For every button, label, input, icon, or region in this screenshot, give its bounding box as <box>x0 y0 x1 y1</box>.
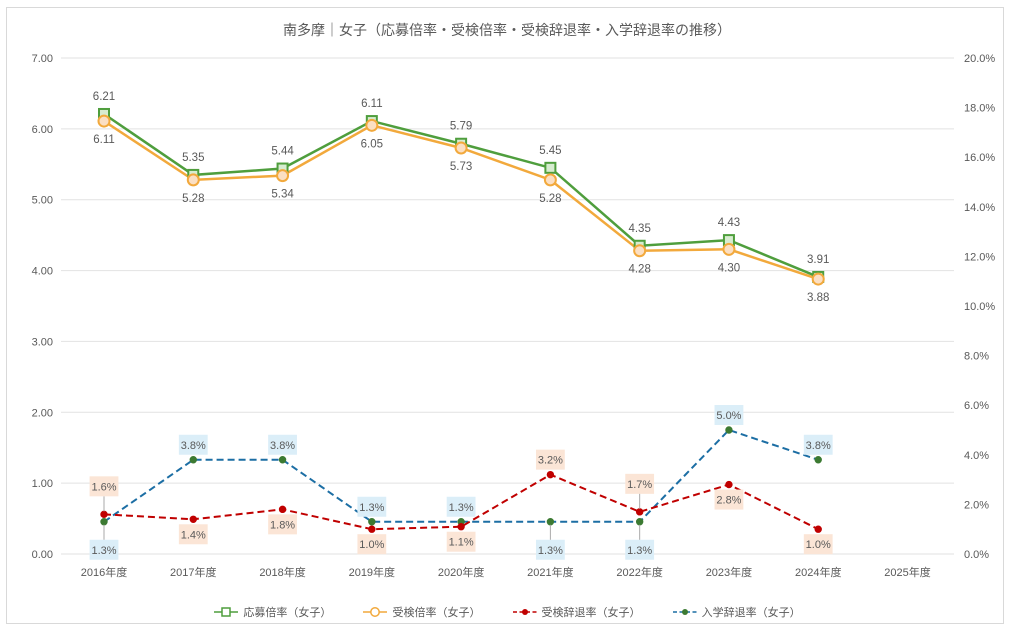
svg-text:1.3%: 1.3% <box>449 502 474 514</box>
svg-text:5.35: 5.35 <box>182 152 204 164</box>
svg-text:2016年度: 2016年度 <box>81 565 127 579</box>
svg-text:1.4%: 1.4% <box>181 529 206 541</box>
svg-text:1.3%: 1.3% <box>538 545 563 557</box>
svg-text:2.00: 2.00 <box>32 407 53 419</box>
svg-text:5.28: 5.28 <box>539 193 561 205</box>
svg-text:18.0%: 18.0% <box>964 103 995 115</box>
svg-text:5.0%: 5.0% <box>716 410 741 422</box>
svg-text:20.0%: 20.0% <box>964 53 995 65</box>
svg-text:12.0%: 12.0% <box>964 251 995 263</box>
svg-text:2022年度: 2022年度 <box>616 565 662 579</box>
svg-text:6.00: 6.00 <box>32 124 53 136</box>
svg-text:5.34: 5.34 <box>271 189 294 201</box>
svg-text:5.44: 5.44 <box>271 146 294 158</box>
svg-text:1.0%: 1.0% <box>806 539 831 551</box>
svg-text:2017年度: 2017年度 <box>170 565 216 579</box>
svg-text:2.8%: 2.8% <box>716 495 741 507</box>
svg-text:1.3%: 1.3% <box>627 545 652 557</box>
svg-text:3.00: 3.00 <box>32 336 53 348</box>
svg-text:4.35: 4.35 <box>628 223 650 235</box>
svg-text:1.3%: 1.3% <box>91 545 116 557</box>
svg-text:1.8%: 1.8% <box>270 519 295 531</box>
svg-text:2020年度: 2020年度 <box>438 565 484 579</box>
svg-text:16.0%: 16.0% <box>964 152 995 164</box>
svg-text:4.0%: 4.0% <box>964 450 989 462</box>
svg-text:4.28: 4.28 <box>628 264 650 276</box>
svg-text:2021年度: 2021年度 <box>527 565 573 579</box>
svg-text:0.0%: 0.0% <box>964 549 989 561</box>
svg-text:6.11: 6.11 <box>93 134 115 146</box>
svg-text:0.00: 0.00 <box>32 549 53 561</box>
svg-text:8.0%: 8.0% <box>964 351 989 363</box>
svg-text:4.43: 4.43 <box>718 217 740 229</box>
svg-text:3.8%: 3.8% <box>270 440 295 452</box>
svg-text:1.7%: 1.7% <box>627 479 652 491</box>
svg-text:7.00: 7.00 <box>32 53 53 65</box>
svg-text:2.0%: 2.0% <box>964 499 989 511</box>
svg-text:3.8%: 3.8% <box>806 440 831 452</box>
svg-text:1.3%: 1.3% <box>359 502 384 514</box>
svg-text:1.0%: 1.0% <box>359 539 384 551</box>
svg-text:5.79: 5.79 <box>450 121 472 133</box>
svg-text:6.05: 6.05 <box>361 138 383 150</box>
svg-text:5.45: 5.45 <box>539 145 561 157</box>
svg-text:2023年度: 2023年度 <box>706 565 752 579</box>
svg-text:3.2%: 3.2% <box>538 455 563 467</box>
svg-text:14.0%: 14.0% <box>964 202 995 214</box>
svg-text:6.0%: 6.0% <box>964 400 989 412</box>
svg-text:5.73: 5.73 <box>450 161 472 173</box>
svg-text:2019年度: 2019年度 <box>349 565 395 579</box>
svg-text:3.8%: 3.8% <box>181 440 206 452</box>
svg-text:4.30: 4.30 <box>718 262 740 274</box>
svg-text:10.0%: 10.0% <box>964 301 995 313</box>
svg-text:5.28: 5.28 <box>182 193 204 205</box>
svg-text:2018年度: 2018年度 <box>259 565 305 579</box>
svg-text:2025年度: 2025年度 <box>884 565 930 579</box>
svg-text:2024年度: 2024年度 <box>795 565 841 579</box>
svg-text:5.00: 5.00 <box>32 195 53 207</box>
svg-text:1.6%: 1.6% <box>91 481 116 493</box>
svg-text:6.11: 6.11 <box>361 98 383 110</box>
svg-text:3.91: 3.91 <box>807 254 829 266</box>
svg-text:4.00: 4.00 <box>32 266 53 278</box>
svg-text:6.21: 6.21 <box>93 91 115 103</box>
svg-text:1.00: 1.00 <box>32 478 53 490</box>
svg-text:3.88: 3.88 <box>807 292 829 304</box>
svg-text:1.1%: 1.1% <box>449 537 474 549</box>
